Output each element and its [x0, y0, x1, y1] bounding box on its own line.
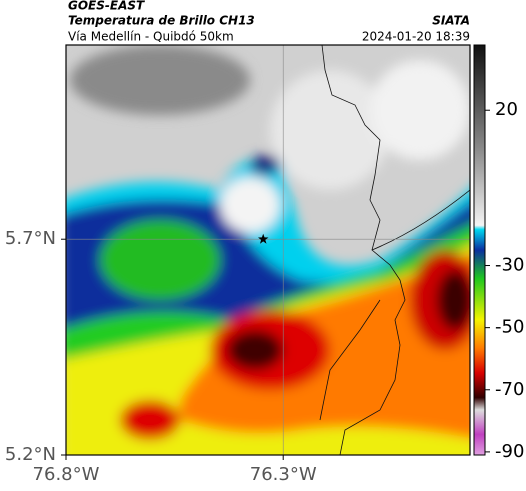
cloud-cell: [120, 400, 180, 440]
raster: [66, 45, 470, 455]
colorbar-label: -90: [495, 441, 524, 462]
subtitle: Vía Medellín - Quibdó 50km: [68, 30, 234, 44]
cloud-cell: [270, 70, 390, 190]
x-tick-label: 76.3°W: [250, 464, 317, 485]
plot-frame: [65, 44, 471, 456]
source: GOES-EAST: [68, 0, 145, 13]
border: [319, 189, 470, 421]
colorbar-label: -30: [495, 255, 524, 276]
colorbar-label: -70: [495, 379, 524, 400]
cloud-cell: [370, 60, 470, 160]
cloud-cell: [250, 155, 280, 175]
colorbar-label: -50: [495, 317, 524, 338]
colorbar-label: 20: [495, 99, 518, 120]
cloud-cell: [227, 330, 283, 370]
cloud-cell: [70, 45, 250, 115]
x-tick-label: 76.8°W: [33, 464, 100, 485]
cloud-cell: [437, 270, 470, 330]
agency: SIATA: [432, 14, 470, 28]
datetime: 2024-01-20 18:39: [362, 30, 470, 44]
cloud-cell: [220, 177, 280, 233]
y-tick-label: 5.2°N: [5, 444, 56, 465]
location-marker: [258, 233, 269, 244]
y-tick-label: 5.7°N: [5, 228, 56, 249]
cloud-cell: [100, 220, 220, 300]
colorbar: [473, 44, 486, 456]
title: Temperatura de Brillo CH13: [68, 14, 255, 28]
